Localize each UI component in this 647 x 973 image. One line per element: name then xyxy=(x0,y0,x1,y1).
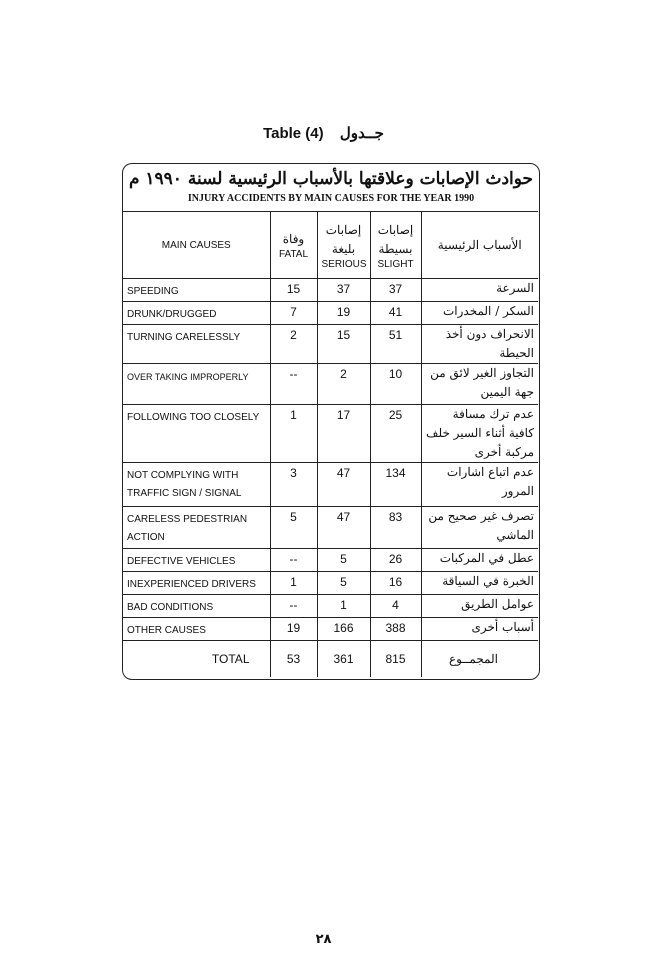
slight-cell: 25 xyxy=(369,404,422,463)
table-row: INEXPERIENCED DRIVERS 1 5 16 الخبرة في السيا… xyxy=(123,571,538,595)
cause-cell: CARELESS PEDESTRIAN ACTION xyxy=(123,506,271,549)
table-row: DEFECTIVE VEHICLES -- 5 26 عطل في المركبات xyxy=(123,548,538,572)
table-row: BAD CONDITIONS -- 1 4 عوامل الطريق xyxy=(123,594,538,618)
total-label-ar: المجمــوع xyxy=(420,640,538,677)
total-serious: 361 xyxy=(316,640,371,677)
serious-cell: 5 xyxy=(316,548,371,572)
total-row: TOTAL 53 361 815 المجمــوع xyxy=(123,640,538,677)
table-row: FOLLOWING TOO CLOSELY 1 17 25 عدم ترك مسافة … xyxy=(123,404,538,463)
table-row: NOT COMPLYING WITH TRAFFIC SIGN / SIGNAL… xyxy=(123,462,538,507)
header-main-causes-ar: الأسباب الرئيسية xyxy=(420,211,538,279)
caption-en: Table (4) xyxy=(263,125,324,142)
table-row: TURNING CARELESSLY 2 15 51 الانحراف دون أخذ … xyxy=(123,324,538,364)
table-title-ar: حوادث الإصابات وعلاقتها بالأسباب الرئيسي… xyxy=(128,169,534,189)
cause-cell: TURNING CARELESSLY xyxy=(123,324,271,364)
cause-cell: INEXPERIENCED DRIVERS xyxy=(123,571,271,595)
cause-ar-cell: أسباب أخرى xyxy=(420,617,538,641)
cause-ar-cell: عدم اتباع اشارات المرور xyxy=(420,462,538,507)
caption-ar: جــدول xyxy=(339,125,384,142)
serious-cell: 19 xyxy=(316,301,371,325)
cause-ar-cell: عدم ترك مسافة كافية أثناء السير خلف مركب… xyxy=(420,404,538,463)
header-row: MAIN CAUSES وفاة FATAL إصابات بليغة SERIOU… xyxy=(123,211,538,279)
fatal-cell: -- xyxy=(269,548,318,572)
serious-cell: 1 xyxy=(316,594,371,618)
header-fatal: وفاة FATAL xyxy=(269,211,318,279)
slight-cell: 37 xyxy=(369,278,422,302)
fatal-cell: 5 xyxy=(269,506,318,549)
header-slight-ar: إصابات بسيطة xyxy=(377,222,414,256)
cause-cell: BAD CONDITIONS xyxy=(123,594,271,618)
cause-ar-cell: عطل في المركبات xyxy=(420,548,538,572)
serious-cell: 5 xyxy=(316,571,371,595)
cause-ar-cell: عوامل الطريق xyxy=(420,594,538,618)
slight-cell: 26 xyxy=(369,548,422,572)
fatal-cell: 19 xyxy=(269,617,318,641)
fatal-cell: 7 xyxy=(269,301,318,325)
table-row: OTHER CAUSES 19 166 388 أسباب أخرى xyxy=(123,617,538,641)
cause-ar-cell: السرعة xyxy=(420,278,538,302)
cause-cell: FOLLOWING TOO CLOSELY xyxy=(123,404,271,463)
total-label: TOTAL xyxy=(123,640,271,677)
cause-ar-cell: الانحراف دون أخذ الحيطة xyxy=(420,324,538,364)
slight-cell: 51 xyxy=(369,324,422,364)
cause-cell: DRUNK/DRUGGED xyxy=(123,301,271,325)
table-row: OVER TAKING IMPROPERLY -- 2 10 التجاوز الغير… xyxy=(123,363,538,405)
header-serious-ar: إصابات بليغة xyxy=(325,222,362,256)
serious-cell: 47 xyxy=(316,506,371,549)
fatal-cell: 15 xyxy=(269,278,318,302)
header-serious: إصابات بليغة SERIOUS xyxy=(316,211,371,279)
fatal-cell: 3 xyxy=(269,462,318,507)
table-box: حوادث الإصابات وعلاقتها بالأسباب الرئيسي… xyxy=(122,163,540,680)
cause-cell: NOT COMPLYING WITH TRAFFIC SIGN / SIGNAL xyxy=(123,462,271,507)
injury-table: MAIN CAUSES وفاة FATAL إصابات بليغة SERIOU… xyxy=(123,211,538,677)
table-row: SPEEDING 15 37 37 السرعة xyxy=(123,278,538,302)
slight-cell: 41 xyxy=(369,301,422,325)
serious-cell: 17 xyxy=(316,404,371,463)
header-slight-en: SLIGHT xyxy=(377,258,414,270)
total-slight: 815 xyxy=(369,640,422,677)
total-fatal: 53 xyxy=(269,640,318,677)
table-row: CARELESS PEDESTRIAN ACTION 5 47 83 تصرف غير … xyxy=(123,506,538,549)
fatal-cell: 1 xyxy=(269,571,318,595)
slight-cell: 16 xyxy=(369,571,422,595)
slight-cell: 388 xyxy=(369,617,422,641)
cause-cell: OTHER CAUSES xyxy=(123,617,271,641)
cause-ar-cell: السكر / المخدرات xyxy=(420,301,538,325)
table-caption: Table (4) جــدول xyxy=(0,124,647,142)
serious-cell: 2 xyxy=(316,363,371,405)
slight-cell: 10 xyxy=(369,363,422,405)
serious-cell: 47 xyxy=(316,462,371,507)
cause-cell: DEFECTIVE VEHICLES xyxy=(123,548,271,572)
header-fatal-ar: وفاة xyxy=(282,232,305,246)
cause-ar-cell: التجاوز الغير لائق من جهة اليمين xyxy=(420,363,538,405)
cause-ar-cell: الخبرة في السياقة xyxy=(420,571,538,595)
table-title-en: INJURY ACCIDENTS BY MAIN CAUSES FOR THE … xyxy=(187,193,475,204)
fatal-cell: -- xyxy=(269,594,318,618)
serious-cell: 37 xyxy=(316,278,371,302)
slight-cell: 83 xyxy=(369,506,422,549)
cause-cell: OVER TAKING IMPROPERLY xyxy=(123,363,271,405)
header-fatal-en: FATAL xyxy=(278,249,309,260)
fatal-cell: 1 xyxy=(269,404,318,463)
page-number: ٢٨ xyxy=(315,932,332,947)
header-main-causes: MAIN CAUSES xyxy=(123,211,271,279)
fatal-cell: -- xyxy=(269,363,318,405)
serious-cell: 15 xyxy=(316,324,371,364)
cause-cell: SPEEDING xyxy=(123,278,271,302)
table-row: DRUNK/DRUGGED 7 19 41 السكر / المخدرات xyxy=(123,301,538,325)
slight-cell: 134 xyxy=(369,462,422,507)
header-slight: إصابات بسيطة SLIGHT xyxy=(369,211,422,279)
serious-cell: 166 xyxy=(316,617,371,641)
header-serious-en: SERIOUS xyxy=(321,258,367,270)
fatal-cell: 2 xyxy=(269,324,318,364)
cause-ar-cell: تصرف غير صحيح من الماشي xyxy=(420,506,538,549)
slight-cell: 4 xyxy=(369,594,422,618)
